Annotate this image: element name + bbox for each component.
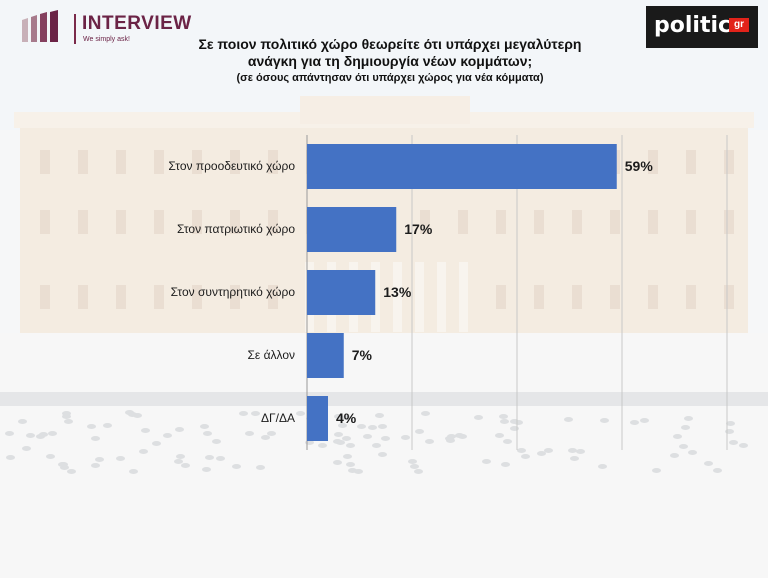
- politic-logo-suffix: gr: [729, 18, 749, 32]
- category-label: Σε άλλον: [247, 347, 295, 362]
- data-label: 4%: [336, 409, 357, 426]
- interview-logo-name: INTERVIEW: [82, 13, 192, 34]
- interview-bars-icon: [22, 10, 58, 42]
- chart-subtitle: (σε όσους απάντησαν ότι υπάρχει χώρος γι…: [236, 72, 544, 84]
- data-label: 59%: [624, 157, 653, 174]
- data-label: 7%: [351, 346, 372, 363]
- chart-title: Σε ποιον πολιτικό χώρο θεωρείτε ότι υπάρ…: [198, 36, 582, 69]
- interview-logo: INTERVIEW We simply ask!: [20, 10, 192, 46]
- bar: [307, 333, 344, 378]
- category-label: Στον πατριωτικό χώρο: [176, 221, 295, 236]
- interview-logo-tagline: We simply ask!: [83, 36, 130, 43]
- category-label: Στον προοδευτικό χώρο: [168, 158, 295, 173]
- bar: [307, 396, 328, 441]
- category-label: ΔΓ/ΔΑ: [261, 410, 295, 425]
- chart-titles: Σε ποιον πολιτικό χώρο θεωρείτε ότι υπάρ…: [180, 36, 600, 85]
- bar: [307, 270, 376, 315]
- politic-logo: politic gr: [646, 6, 758, 48]
- data-label: 17%: [404, 220, 433, 237]
- bar: [307, 144, 617, 189]
- politic-logo-name: politic: [654, 13, 732, 38]
- category-label: Στον συντηρητικό χώρο: [170, 284, 295, 299]
- bar: [307, 207, 397, 252]
- data-label: 13%: [383, 283, 412, 300]
